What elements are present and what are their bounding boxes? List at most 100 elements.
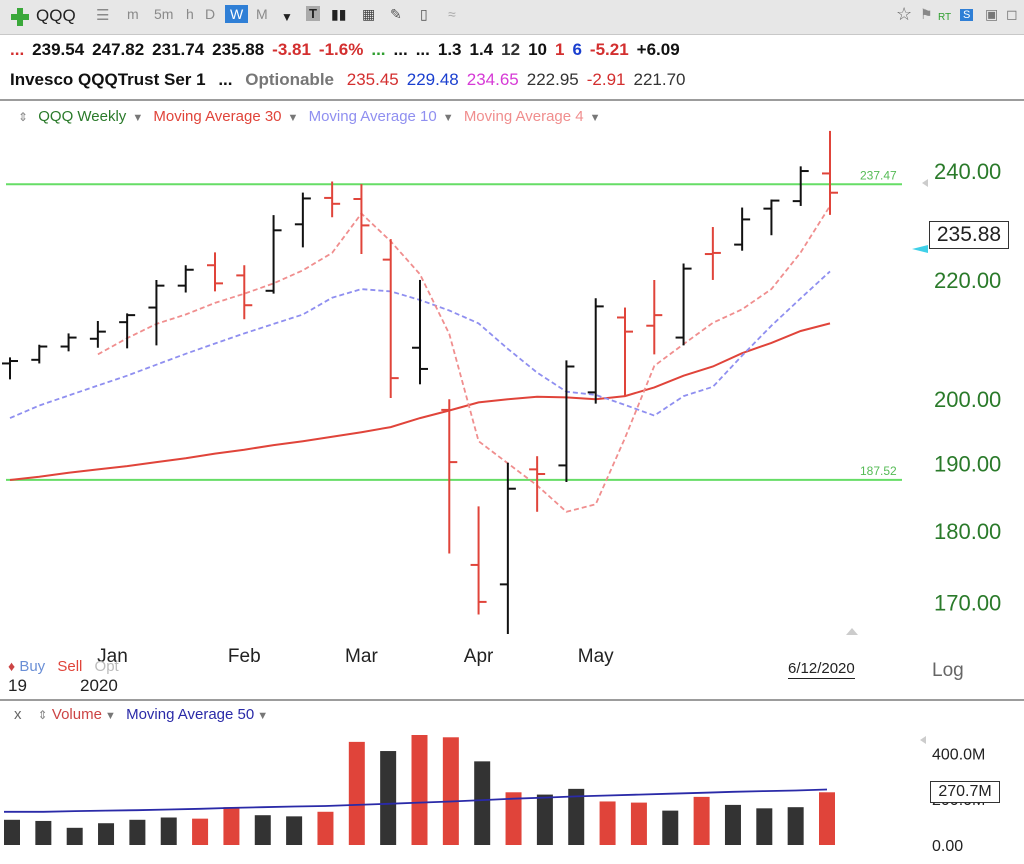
legend-volume[interactable]: Volume xyxy=(51,706,102,723)
legend-qqq-weekly[interactable]: QQQ Weekly xyxy=(38,108,127,125)
rt-badge[interactable]: RT xyxy=(938,12,952,23)
ohlc-bar[interactable] xyxy=(119,313,136,349)
pencil-icon[interactable]: ✎ xyxy=(390,6,402,22)
volume-bar[interactable] xyxy=(35,820,52,845)
legend-volume-ma50[interactable]: Moving Average 50 xyxy=(126,706,255,723)
expand-icon[interactable]: ◻ xyxy=(1006,6,1018,22)
tf-m[interactable]: m xyxy=(127,6,139,22)
log-toggle[interactable]: Log xyxy=(932,660,964,681)
tag-icon[interactable]: ▯ xyxy=(420,6,428,22)
legend-ma10[interactable]: Moving Average 10 xyxy=(308,108,437,125)
ohlc-bar[interactable] xyxy=(792,166,809,206)
close-pane-icon[interactable]: x xyxy=(14,706,22,723)
legend-ma30[interactable]: Moving Average 30 xyxy=(153,108,282,125)
ohlc-bar[interactable] xyxy=(294,192,311,248)
volume-bar[interactable] xyxy=(129,819,146,845)
sell-label[interactable]: Sell xyxy=(57,658,83,675)
star-icon[interactable]: ☆ xyxy=(896,4,913,24)
add-symbol-icon[interactable] xyxy=(10,7,30,27)
scroll-marker-icon[interactable] xyxy=(922,179,928,187)
ohlc-bar[interactable] xyxy=(646,279,663,355)
ohlc-bar[interactable] xyxy=(353,184,370,255)
ohlc-bar[interactable] xyxy=(822,130,838,215)
ohlc-bar[interactable] xyxy=(177,265,194,293)
volume-bar[interactable] xyxy=(4,819,20,845)
opt-label[interactable]: Opt xyxy=(94,658,119,675)
ohlc-bar[interactable] xyxy=(31,344,48,364)
volume-bar[interactable] xyxy=(380,751,397,845)
volume-bar[interactable] xyxy=(192,818,209,845)
volume-bar[interactable] xyxy=(98,823,115,845)
text-icon[interactable]: T xyxy=(306,6,320,21)
ohlc-bar[interactable] xyxy=(734,207,751,251)
volume-bar[interactable] xyxy=(536,794,553,845)
volume-bar[interactable] xyxy=(662,810,679,845)
ma30-line[interactable] xyxy=(9,322,831,481)
ohlc-bar[interactable] xyxy=(558,360,575,483)
volume-bar[interactable] xyxy=(254,815,271,845)
ohlc-bar[interactable] xyxy=(207,252,223,292)
volume-bar[interactable] xyxy=(160,817,177,846)
s-badge[interactable]: S xyxy=(960,9,974,21)
volume-bar[interactable] xyxy=(630,802,647,845)
vol-scroll-icon[interactable] xyxy=(920,736,926,744)
volume-bar[interactable] xyxy=(474,761,491,845)
ohlc-bar[interactable] xyxy=(265,215,282,294)
ohlc-bar[interactable] xyxy=(412,279,428,385)
ohlc-bar[interactable] xyxy=(89,320,106,348)
volume-bar[interactable] xyxy=(693,796,710,845)
volume-bar[interactable] xyxy=(787,807,804,845)
buy-label[interactable]: Buy xyxy=(19,658,46,675)
ohlc-bar[interactable] xyxy=(470,506,487,615)
volume-bar[interactable] xyxy=(66,827,83,845)
ohlc-bar[interactable] xyxy=(617,307,633,396)
dropdown-icon[interactable]: ▼ xyxy=(281,10,293,24)
legend-ma4[interactable]: Moving Average 4 xyxy=(463,108,584,125)
ohlc-bar[interactable] xyxy=(675,263,692,346)
volume-bar[interactable] xyxy=(317,811,334,845)
volume-bar[interactable] xyxy=(442,737,459,845)
pane-separator[interactable] xyxy=(0,699,1024,701)
ohlc-bar[interactable] xyxy=(763,199,780,236)
volume-bar[interactable] xyxy=(411,735,428,845)
ohlc-bar[interactable] xyxy=(499,462,516,634)
list-icon[interactable]: ☰ xyxy=(96,7,110,24)
save-icon[interactable]: ▣ xyxy=(985,6,999,22)
volume-bar[interactable] xyxy=(819,792,835,845)
tf-h[interactable]: h xyxy=(186,6,194,22)
ma4-line[interactable] xyxy=(97,205,831,513)
volume-bar[interactable] xyxy=(724,804,741,845)
volume-bar[interactable] xyxy=(756,808,773,845)
ohlc-bar[interactable] xyxy=(60,333,77,352)
tf-d[interactable]: D xyxy=(205,6,216,22)
ohlc-bar[interactable] xyxy=(704,227,721,280)
scroll-up-icon[interactable] xyxy=(846,628,858,635)
volume-bar[interactable] xyxy=(599,801,616,845)
legend-arrow-icon[interactable]: ⇕ xyxy=(18,110,29,124)
share-icon[interactable]: ≈ xyxy=(448,6,456,22)
grid-icon[interactable]: ▦ xyxy=(362,6,376,22)
volume-bar[interactable] xyxy=(348,741,365,845)
ohlc-bar[interactable] xyxy=(148,279,165,346)
flag-icon[interactable]: ⚑ xyxy=(920,6,933,22)
ohlc-bar[interactable] xyxy=(529,456,546,512)
volume-bar[interactable] xyxy=(286,816,303,845)
volume-ma50-line[interactable] xyxy=(4,788,828,813)
symbol-label[interactable]: QQQ xyxy=(36,6,76,25)
bars-icon[interactable]: ▮▮ xyxy=(331,6,347,22)
ohlc-bar[interactable] xyxy=(236,265,253,320)
tf-5m[interactable]: 5m xyxy=(154,6,174,22)
tf-w[interactable]: W xyxy=(225,5,249,23)
ohlc-bar[interactable] xyxy=(587,298,604,404)
ohlc-bar[interactable] xyxy=(441,399,458,554)
tf-M[interactable]: M xyxy=(256,6,268,22)
volume-bar[interactable] xyxy=(568,788,585,845)
volume-bar[interactable] xyxy=(223,807,240,845)
ohlc-bar[interactable] xyxy=(2,357,18,380)
ohlc-bar[interactable] xyxy=(382,239,399,398)
ohlc-bar[interactable] xyxy=(324,181,341,218)
price-chart[interactable]: 237.47 187.52 170.00 180.00 190.00 200.00 220.… xyxy=(0,100,1010,700)
volume-bar[interactable] xyxy=(505,792,522,845)
volume-arrow-icon[interactable]: ⇕ xyxy=(37,708,48,722)
